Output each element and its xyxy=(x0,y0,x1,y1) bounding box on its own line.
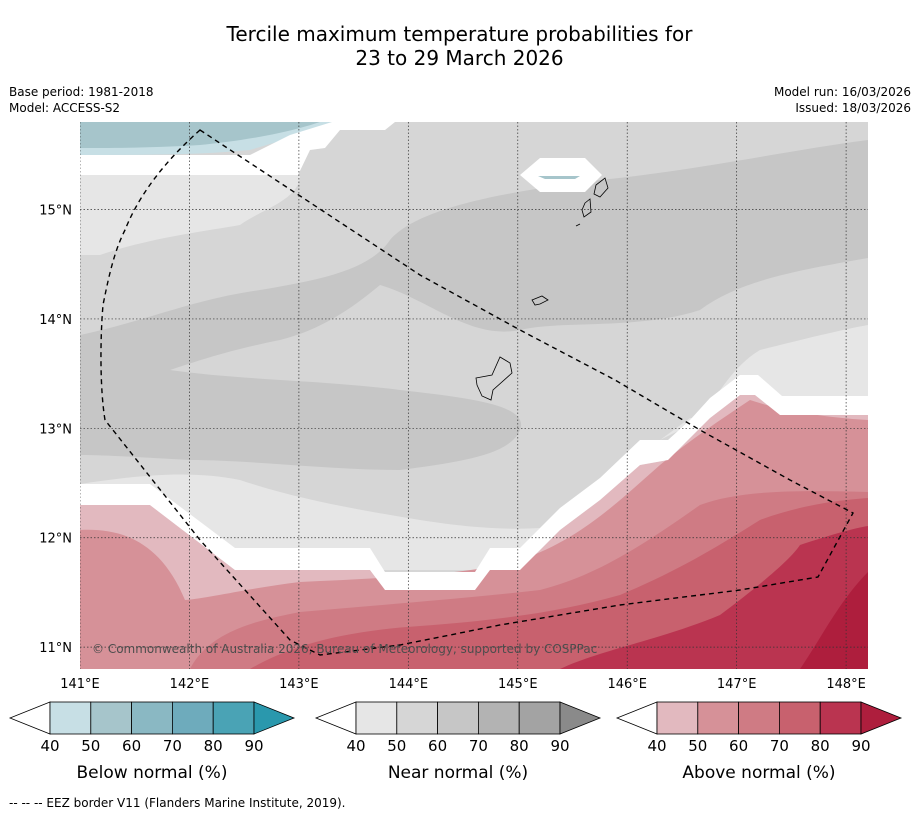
colorbar-segment xyxy=(396,701,438,735)
above-90 xyxy=(800,572,868,669)
colorbar-tick: 50 xyxy=(81,737,100,755)
colorbar-high-extend xyxy=(559,701,602,735)
x-tick-label: 143°E xyxy=(279,677,319,692)
colorbar-segment xyxy=(90,701,133,735)
colorbar-segment xyxy=(477,701,520,735)
colorbar-tick: 80 xyxy=(811,737,830,755)
colorbar-segment xyxy=(437,701,479,735)
x-tick-label: 145°E xyxy=(498,677,538,692)
colorbar-tick: 50 xyxy=(387,737,406,755)
colorbar-tick: 70 xyxy=(163,737,182,755)
colorbar-segment xyxy=(49,701,92,735)
colorbar-tick: 70 xyxy=(469,737,488,755)
below-50 xyxy=(80,122,320,148)
below-patch xyxy=(538,176,580,179)
colorbar-tick: 90 xyxy=(550,737,569,755)
colorbar-above: 40 50 60 70 80 90 Above normal (%) xyxy=(615,701,903,783)
near-normal-40-nw xyxy=(80,175,300,255)
eez-legend: -- -- -- EEZ border V11 (Flanders Marine… xyxy=(9,796,346,810)
colorbars: 40 50 60 70 80 90 Below normal (%) 40 50 60 70 80 90… xyxy=(8,701,903,783)
colorbar-segment xyxy=(697,701,739,735)
y-tick-label: 12°N xyxy=(39,532,72,547)
colorbar-tick: 90 xyxy=(851,737,870,755)
colorbar-low-extend xyxy=(8,701,51,735)
probability-fields: © Commonwealth of Australia 2026, Bureau… xyxy=(80,122,868,669)
y-tick-label: 13°N xyxy=(39,422,72,437)
copyright-text: © Commonwealth of Australia 2026, Bureau… xyxy=(92,642,597,656)
colorbar-label: Near normal (%) xyxy=(388,763,528,783)
colorbar-segment xyxy=(171,701,214,735)
x-tick-label: 142°E xyxy=(170,677,210,692)
title-line-1: Tercile maximum temperature probabilitie… xyxy=(226,22,693,46)
colorbar-label: Above normal (%) xyxy=(682,763,835,783)
islands xyxy=(475,177,609,401)
colorbar-segment xyxy=(355,701,398,735)
issued-date: Issued: 18/03/2026 xyxy=(795,101,911,115)
colorbar-segment xyxy=(656,701,699,735)
above-80 xyxy=(560,526,868,669)
y-tick-label: 14°N xyxy=(39,313,72,328)
x-tick-label: 141°E xyxy=(60,677,100,692)
colorbar-tick: 50 xyxy=(688,737,707,755)
colorbar-tick: 60 xyxy=(428,737,447,755)
colorbar-tick: 40 xyxy=(647,737,666,755)
eez-border xyxy=(100,129,854,656)
axes: 141°E 142°E 143°E 144°E 145°E 146°E 147°E 148°E… xyxy=(39,204,866,692)
colorbar-tick: 80 xyxy=(510,737,529,755)
colorbar-segment xyxy=(212,701,255,735)
gridlines xyxy=(80,122,868,669)
x-tick-label: 146°E xyxy=(607,677,647,692)
white-patch xyxy=(520,158,602,192)
meta-left: Base period: 1981-2018 Model: ACCESS-S2 xyxy=(9,84,154,116)
base-period: Base period: 1981-2018 xyxy=(9,85,154,99)
colorbar-tick: 70 xyxy=(770,737,789,755)
title-line-2: 23 to 29 March 2026 xyxy=(355,46,564,70)
meta-right: Model run: 16/03/2026 Issued: 18/03/2026 xyxy=(774,84,911,116)
model-run: Model run: 16/03/2026 xyxy=(773,85,911,99)
colorbar-tick: 90 xyxy=(244,737,263,755)
tercile-gap-nw xyxy=(80,122,395,175)
x-tick-label: 147°E xyxy=(717,677,757,692)
colorbar-tick: 60 xyxy=(729,737,748,755)
x-tick-label: 144°E xyxy=(389,677,429,692)
colorbar-near: 40 50 60 70 80 90 Near normal (%) xyxy=(314,701,602,783)
colorbar-segment xyxy=(819,701,862,735)
y-tick-label: 11°N xyxy=(39,641,72,656)
colorbar-below: 40 50 60 70 80 90 Below normal (%) xyxy=(8,701,296,783)
colorbar-tick: 40 xyxy=(40,737,59,755)
colorbar-segment xyxy=(738,701,780,735)
colorbar-segment xyxy=(779,701,821,735)
tercile-gap-south xyxy=(80,375,868,590)
colorbar-tick: 80 xyxy=(204,737,223,755)
chart-title: Tercile maximum temperature probabilitie… xyxy=(0,22,919,70)
y-tick-label: 15°N xyxy=(39,204,72,219)
colorbar-segment xyxy=(518,701,561,735)
colorbar-tick: 40 xyxy=(346,737,365,755)
colorbar-segment xyxy=(131,701,173,735)
colorbar-tick: 60 xyxy=(122,737,141,755)
colorbar-label: Below normal (%) xyxy=(77,763,228,783)
model-name: Model: ACCESS-S2 xyxy=(9,101,121,115)
colorbar-high-extend xyxy=(253,701,296,735)
colorbar-low-extend xyxy=(314,701,357,735)
colorbar-low-extend xyxy=(615,701,658,735)
x-tick-label: 148°E xyxy=(826,677,866,692)
colorbar-high-extend xyxy=(860,701,903,735)
